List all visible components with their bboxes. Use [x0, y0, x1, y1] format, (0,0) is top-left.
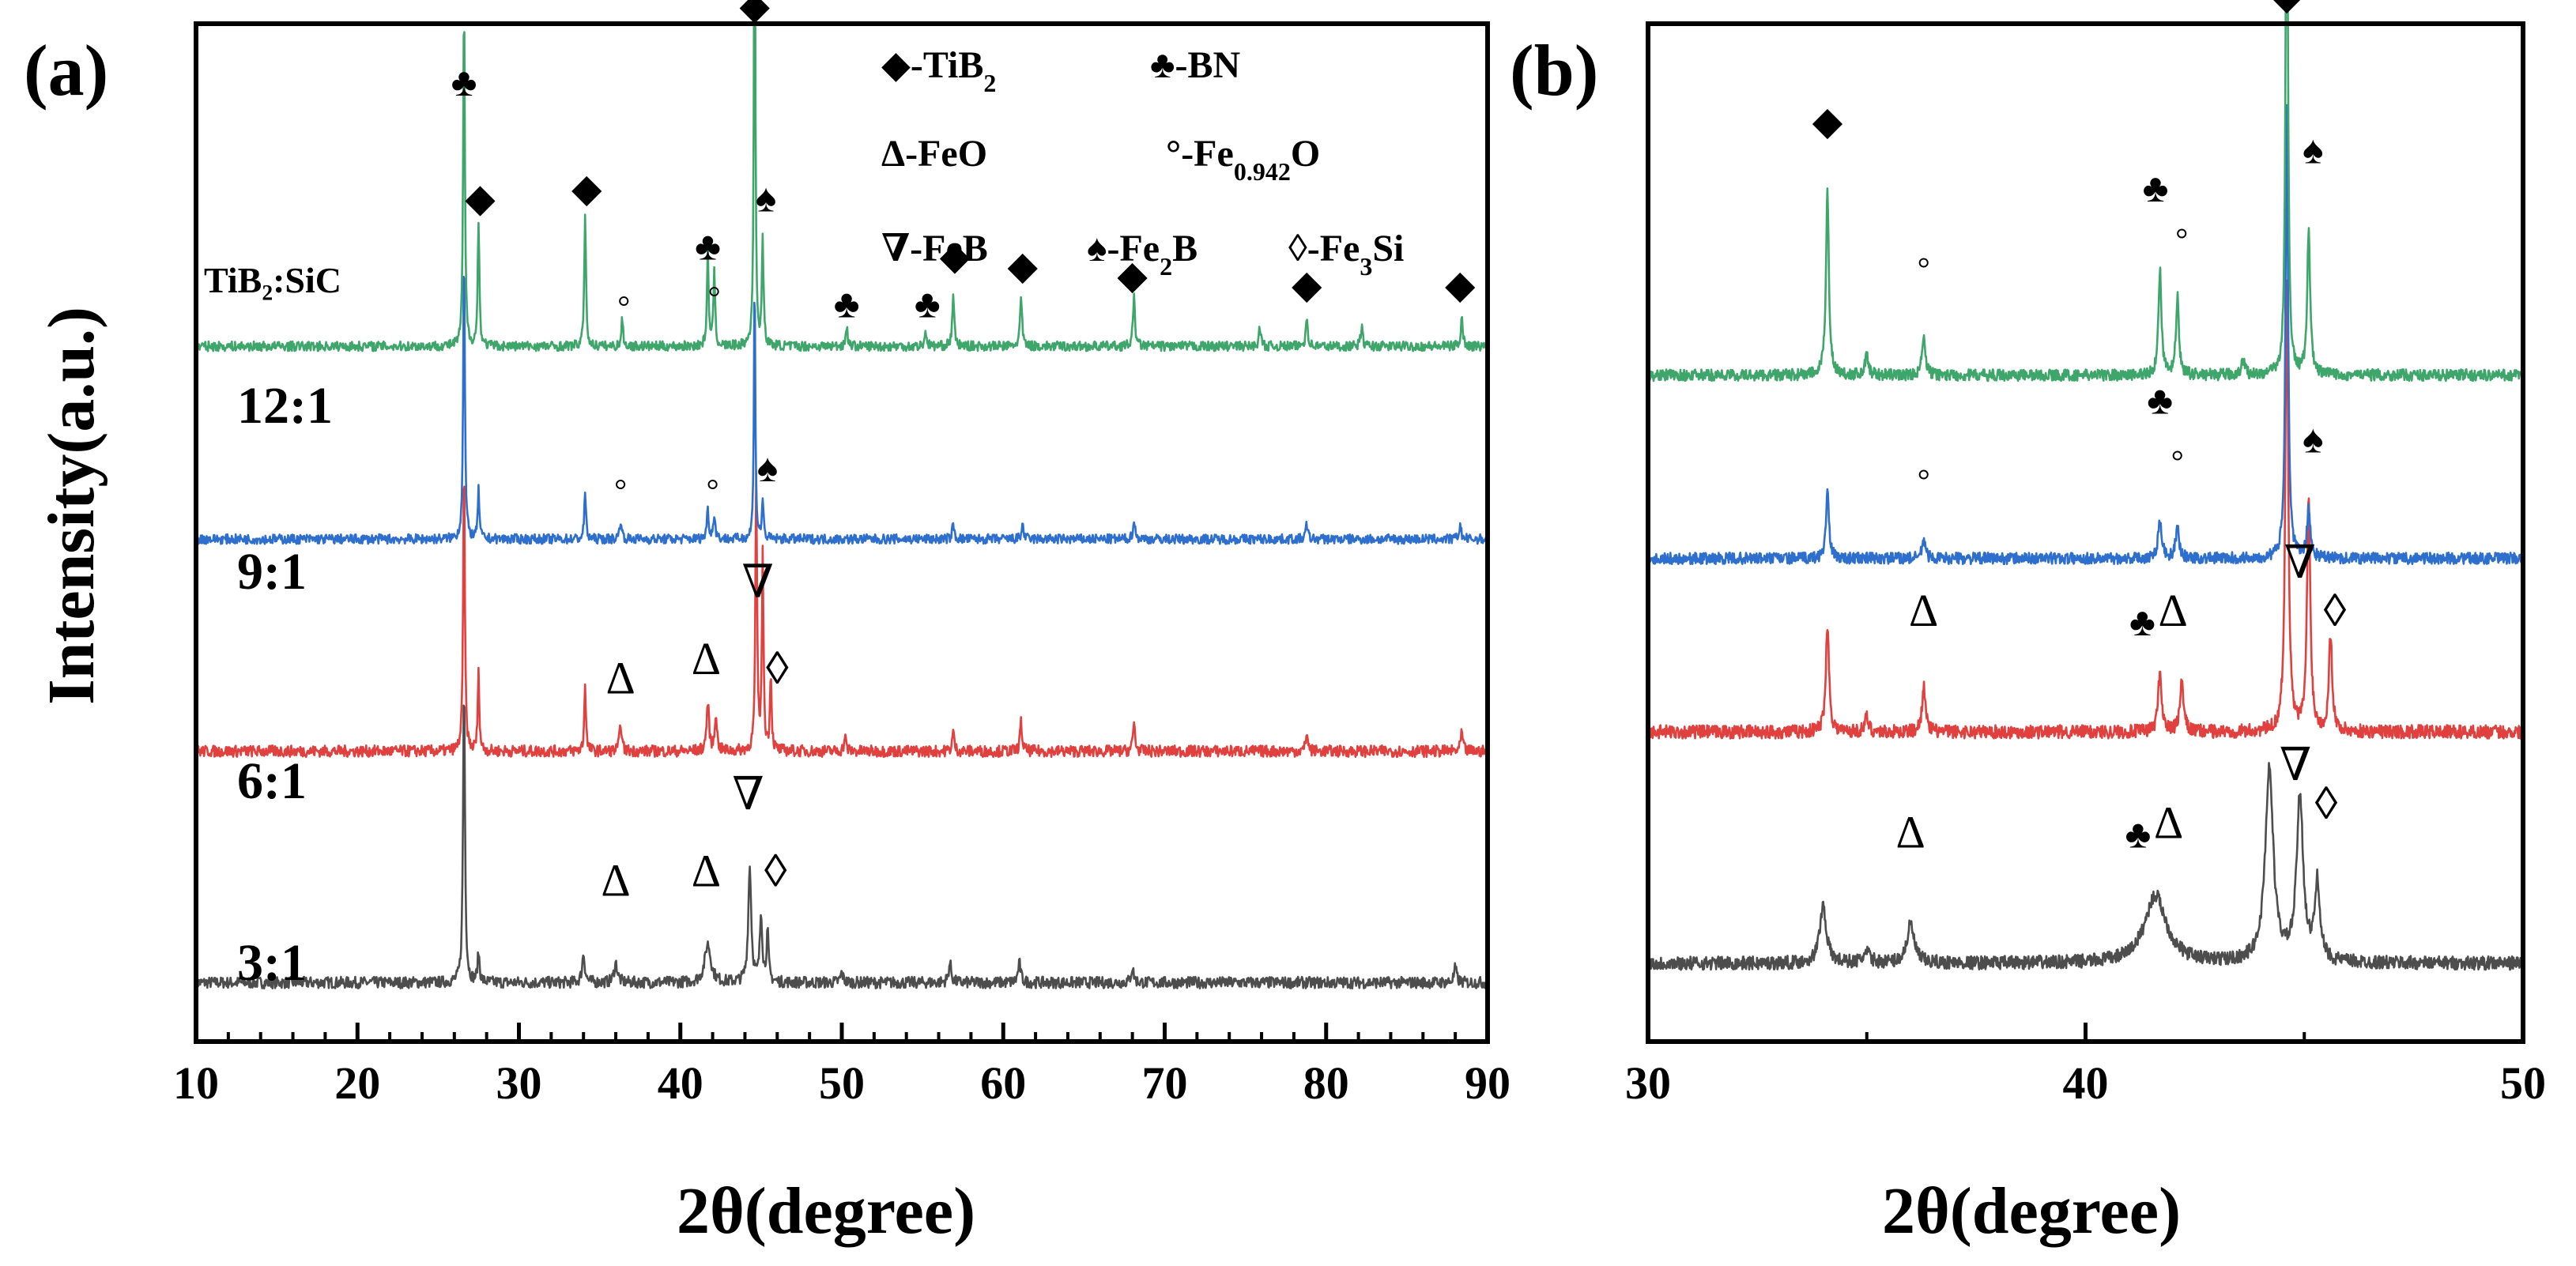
peak-marker: ♣ — [451, 60, 477, 104]
x-tick-label: 80 — [1303, 1057, 1349, 1109]
panel-a: (a) Intensity(a.u.) 2θ(degree) ◆♣◆ ◆♣♠◆ ◆ ◆… — [24, 0, 1511, 1248]
spectrum-line-9-1 — [195, 275, 1488, 545]
peak-marker: ◆ — [1812, 99, 1843, 143]
spectrum-line-12-1 — [195, 0, 1488, 352]
peak-marker: ◆ — [1117, 253, 1148, 297]
peak-marker: Δ — [1909, 585, 1938, 636]
phase-legend: ◆-TiB2 ♣-BNΔ-FeO °-Fe0.942O∇-FeB ♠-Fe2B ◊-Fe… — [881, 44, 1404, 281]
peak-marker: Δ — [692, 845, 721, 896]
peak-marker: ° — [617, 289, 630, 325]
x-tick-label: 30 — [1625, 1057, 1671, 1109]
x-tick-label: 10 — [173, 1057, 219, 1109]
peak-marker: ◆ — [1445, 262, 1476, 307]
sample-label-6-1: 6:1 — [237, 752, 307, 810]
peak-marker: Δ — [1895, 807, 1925, 858]
peak-marker: ♣ — [915, 282, 941, 326]
peak-marker: ◊ — [766, 642, 789, 694]
spectrum-line-3-1 — [1647, 762, 2523, 971]
peak-marker: ° — [1918, 251, 1930, 286]
peak-marker: ∇ — [732, 768, 764, 820]
spectrum-line-6-1 — [1647, 279, 2523, 740]
peak-marker: ° — [708, 279, 721, 315]
x-tick-label: 50 — [819, 1057, 865, 1109]
x-tick-label: 20 — [334, 1057, 380, 1109]
peak-marker: ◆ — [1292, 262, 1322, 307]
peak-marker: ∇ — [2280, 739, 2312, 790]
peak-marker: ◊ — [2324, 585, 2347, 636]
peak-marker: Δ — [2154, 797, 2183, 848]
peak-marker: ♣ — [695, 224, 721, 268]
peak-marker: ◊ — [2315, 778, 2338, 829]
sample-legend-title: TiB₂:SiC — [204, 260, 341, 300]
peak-marker: Δ — [2159, 585, 2188, 636]
x-tick-label: 60 — [980, 1057, 1026, 1109]
peak-marker: ♠ — [757, 446, 779, 490]
peak-marker: ♠ — [2303, 127, 2324, 171]
peak-marker: ∇ — [2284, 537, 2316, 588]
y-axis-title: Intensity(a.u.) — [35, 307, 108, 705]
peak-marker: ° — [707, 472, 719, 507]
sample-label-9-1: 9:1 — [237, 543, 307, 601]
sample-label-3-1: 3:1 — [237, 934, 307, 992]
legend-entry: °-Fe0.942O — [1166, 133, 1320, 186]
axes-frame-b — [1646, 21, 2525, 1044]
spectrum-line-12-1 — [1647, 0, 2523, 382]
x-tick-label: 90 — [1465, 1057, 1511, 1109]
peak-marker: ◆ — [940, 234, 971, 278]
legend-entry: ♣-BN — [1150, 44, 1241, 86]
peak-marker: ♠ — [756, 175, 777, 220]
spectrum-line-6-1 — [195, 469, 1488, 759]
legend-entry: ∇-FeB — [881, 228, 988, 269]
peak-marker: ◆ — [2272, 0, 2303, 17]
panel-b: (b) 2θ(degree) ◆◆♣♠°°♣♠°°∇◊Δ♣Δ∇◊Δ♣Δ 3040… — [1510, 0, 2546, 1248]
peak-marker: ♠ — [2303, 416, 2324, 461]
spectrum-line-9-1 — [1647, 104, 2523, 566]
peak-markers-b: ◆◆♣♠°°♣♠°°∇◊Δ♣Δ∇◊Δ♣Δ — [1812, 0, 2347, 858]
x-ticks-b: 30 40 50 — [1625, 1023, 2546, 1109]
peak-marker: ♣ — [2143, 166, 2169, 210]
peak-marker: ♣ — [834, 282, 860, 326]
x-tick-label: 40 — [2063, 1057, 2109, 1109]
peak-marker: ∇ — [742, 556, 775, 607]
legend-entry: ◆-TiB2 — [881, 44, 996, 97]
peak-marker: ◊ — [764, 845, 787, 896]
peak-markers-a: ◆♣◆ ◆♣♠◆ ◆ ◆ ◆ ◆♣ ♣° °° ° ♠∇Δ Δ ◊∇Δ Δ ◊ — [451, 0, 1476, 906]
peak-marker: Δ — [692, 633, 721, 684]
peak-marker: ◆ — [1008, 243, 1039, 288]
spectra-b — [1647, 0, 2523, 971]
x-ticks-a: 10 20 30 40 50 60 70 80 90 — [173, 1023, 1511, 1109]
peak-marker: ° — [2171, 443, 2184, 479]
x-axis-title-a: 2θ(degree) — [677, 1174, 975, 1248]
x-tick-label: 40 — [658, 1057, 703, 1109]
peak-marker: ° — [614, 472, 627, 507]
x-tick-label: 50 — [2500, 1057, 2546, 1109]
peak-marker: ° — [2175, 221, 2188, 257]
peak-marker: Δ — [606, 652, 636, 703]
peak-marker: ♣ — [2125, 812, 2152, 857]
peak-marker: ◆ — [571, 166, 602, 210]
spectrum-line-3-1 — [195, 704, 1488, 989]
legend-entry: Δ-FeO — [881, 133, 987, 175]
peak-marker: ◆ — [465, 175, 496, 220]
panel-a-label: (a) — [24, 30, 108, 111]
peak-marker: ♣ — [2147, 379, 2173, 423]
sample-label-12-1: 12:1 — [237, 377, 333, 435]
spectra-a — [195, 0, 1488, 989]
x-tick-label: 30 — [496, 1057, 542, 1109]
peak-marker: Δ — [601, 855, 630, 906]
peak-marker: ° — [1918, 462, 1930, 498]
axes-frame-a — [194, 21, 1490, 1044]
peak-marker: ♣ — [2129, 600, 2155, 644]
panel-b-label: (b) — [1510, 30, 1598, 111]
x-tick-label: 70 — [1142, 1057, 1188, 1109]
x-axis-title-b: 2θ(degree) — [1882, 1174, 2181, 1248]
